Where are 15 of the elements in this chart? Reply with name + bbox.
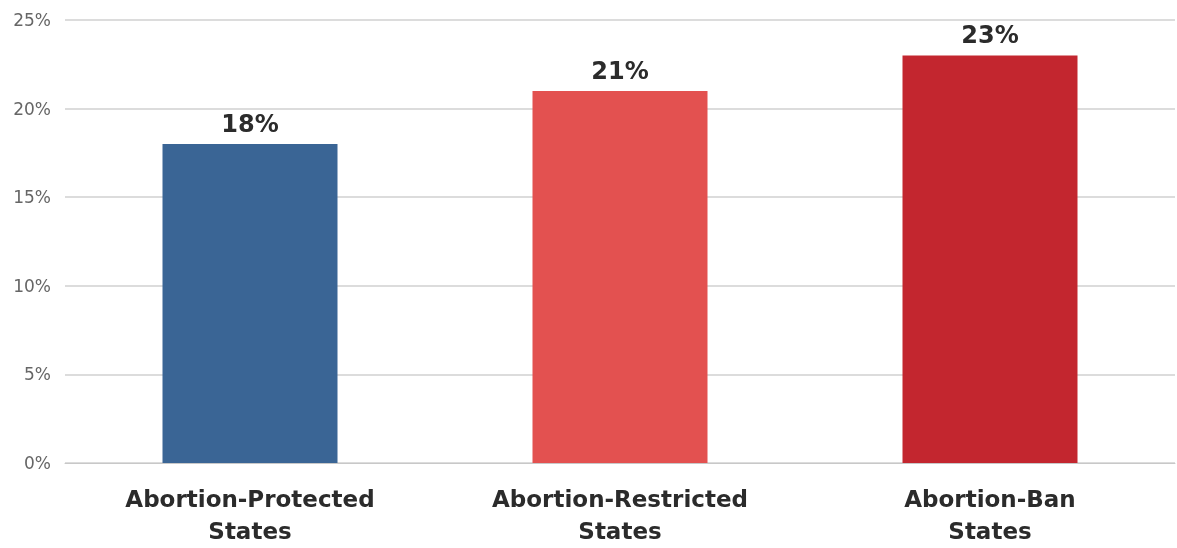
x-tick-label: Abortion-Restricted States xyxy=(492,486,748,544)
y-tick-label: 25% xyxy=(13,10,51,30)
data-label: 21% xyxy=(591,56,649,85)
data-label: 18% xyxy=(221,110,279,139)
data-label: 23% xyxy=(961,21,1019,50)
y-tick-label: 0% xyxy=(24,453,51,473)
y-tick-label: 15% xyxy=(13,187,51,208)
x-tick-label: Abortion-Protected States xyxy=(125,486,375,544)
x-tick-label: Abortion-Ban States xyxy=(904,486,1076,544)
bar xyxy=(162,144,338,463)
bar xyxy=(902,55,1078,463)
y-tick-label: 20% xyxy=(13,98,51,119)
bar xyxy=(532,90,708,463)
y-tick-label: 10% xyxy=(13,275,51,296)
y-tick-label: 5% xyxy=(24,364,51,385)
